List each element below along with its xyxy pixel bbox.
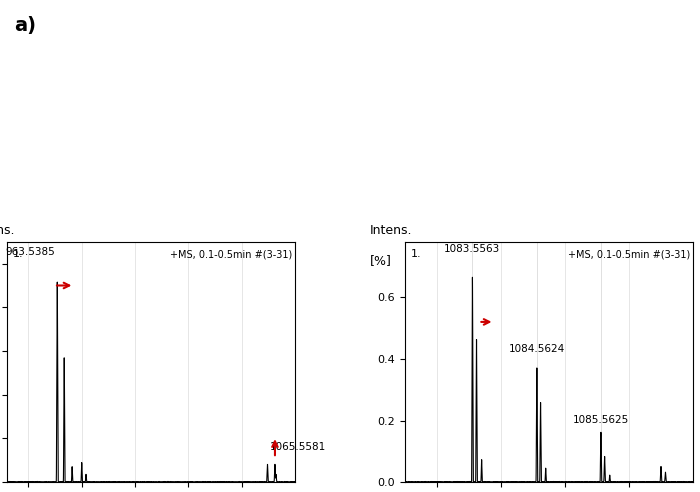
Text: 1085.5625: 1085.5625: [573, 415, 629, 425]
Text: a): a): [14, 16, 36, 35]
Text: Intens.: Intens.: [370, 224, 413, 237]
Text: [%]: [%]: [370, 254, 392, 267]
Text: 1065.5581: 1065.5581: [270, 441, 326, 452]
Text: 1.: 1.: [410, 249, 421, 259]
Text: +MS, 0.1-0.5min #(3-31): +MS, 0.1-0.5min #(3-31): [170, 249, 293, 259]
Text: +MS, 0.1-0.5min #(3-31): +MS, 0.1-0.5min #(3-31): [568, 249, 690, 259]
Text: Intens.: Intens.: [0, 224, 15, 237]
Text: 1.: 1.: [13, 249, 23, 259]
Text: 1083.5563: 1083.5563: [444, 244, 500, 254]
Text: b): b): [14, 249, 36, 268]
Text: 1084.5624: 1084.5624: [509, 344, 565, 354]
Text: 963.5385: 963.5385: [6, 247, 55, 257]
